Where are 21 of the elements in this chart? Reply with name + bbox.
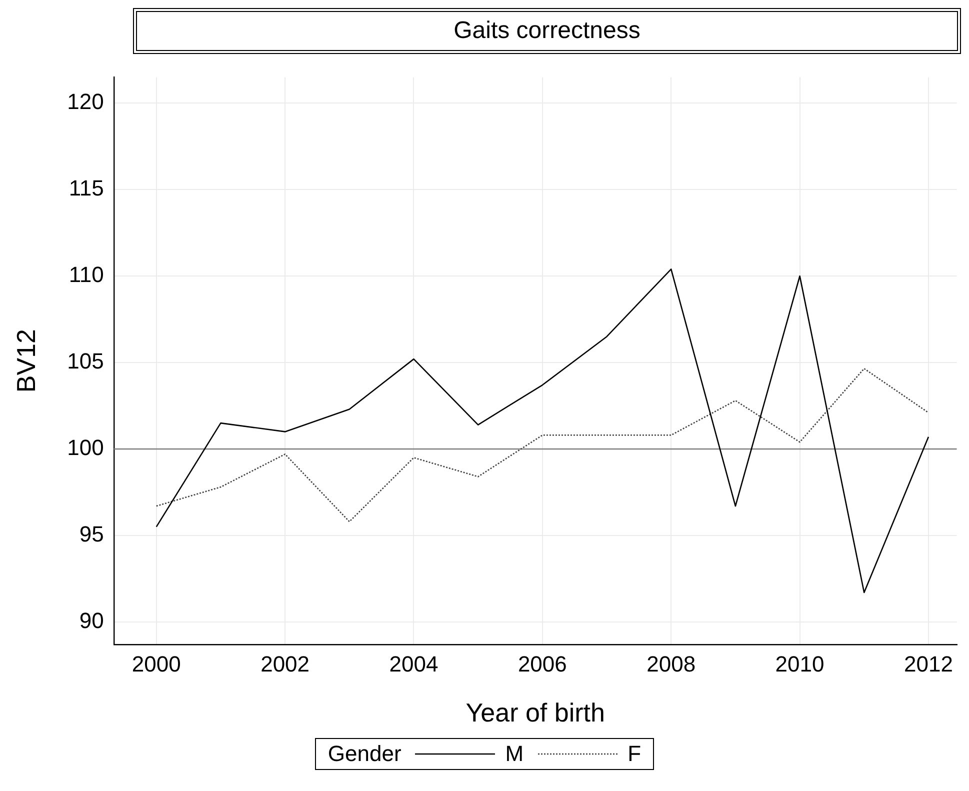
x-tick-label: 2010 [775, 652, 824, 677]
y-tick-label: 115 [68, 176, 104, 201]
y-tick-label: 90 [79, 608, 104, 633]
x-tick-label: 2006 [518, 652, 567, 677]
x-tick-label: 2008 [646, 652, 696, 677]
y-tick-label: 110 [68, 262, 104, 288]
legend-title: Gender [328, 741, 402, 767]
x-tick-label: 2002 [260, 652, 310, 677]
x-tick-label: 2004 [389, 652, 438, 677]
y-tick-label: 105 [67, 348, 104, 374]
y-tick-label: 100 [67, 435, 104, 460]
y-tick-label: 95 [79, 522, 104, 547]
line-series [156, 368, 930, 522]
legend-label: F [628, 741, 642, 767]
y-axis-title: BV12 [10, 328, 41, 393]
legend-label: M [505, 741, 524, 767]
x-axis-title: Year of birth [466, 698, 605, 728]
x-tick-label: 2000 [132, 652, 181, 677]
chart-title: Gaits correctness [133, 8, 961, 54]
x-tick-label: 2012 [904, 652, 953, 677]
y-tick-label: 120 [67, 89, 104, 114]
